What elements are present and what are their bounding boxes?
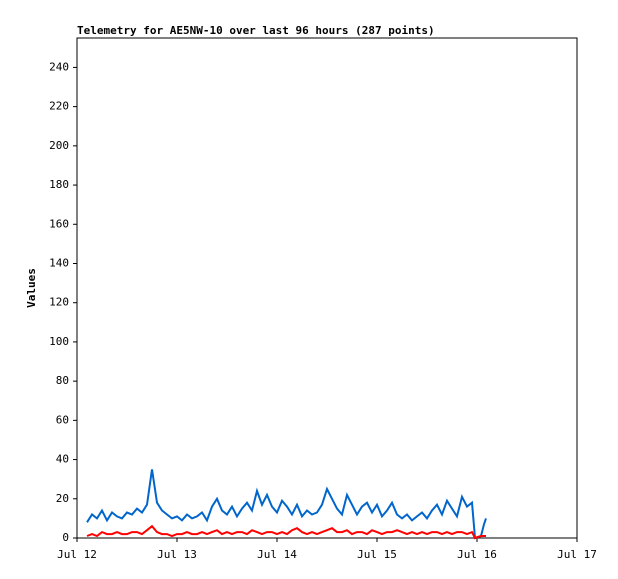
y-tick-label: 40 [56, 453, 69, 466]
y-axis-label: Values [25, 268, 38, 308]
x-tick-label: Jul 12 [57, 548, 97, 561]
y-tick-label: 200 [49, 139, 69, 152]
y-tick-label: 120 [49, 296, 69, 309]
y-tick-label: 60 [56, 413, 69, 426]
x-tick-label: Jul 14 [257, 548, 297, 561]
y-tick-label: 140 [49, 256, 69, 269]
x-tick-label: Jul 16 [457, 548, 497, 561]
y-tick-label: 240 [49, 60, 69, 73]
chart-title: Telemetry for AE5NW-10 over last 96 hour… [77, 24, 435, 37]
y-tick-label: 20 [56, 492, 69, 505]
x-tick-label: Jul 13 [157, 548, 197, 561]
data-line [86, 469, 487, 540]
x-tick-label: Jul 15 [357, 548, 397, 561]
data-line [86, 524, 486, 540]
y-tick-label: 220 [49, 100, 69, 113]
plot-frame [76, 37, 578, 539]
y-tick-label: 180 [49, 178, 69, 191]
y-tick-label: 80 [56, 374, 69, 387]
x-tick-label: Jul 17 [557, 548, 597, 561]
y-tick-label: 160 [49, 217, 69, 230]
y-tick-label: 100 [49, 335, 69, 348]
y-tick-label: 0 [62, 531, 69, 544]
